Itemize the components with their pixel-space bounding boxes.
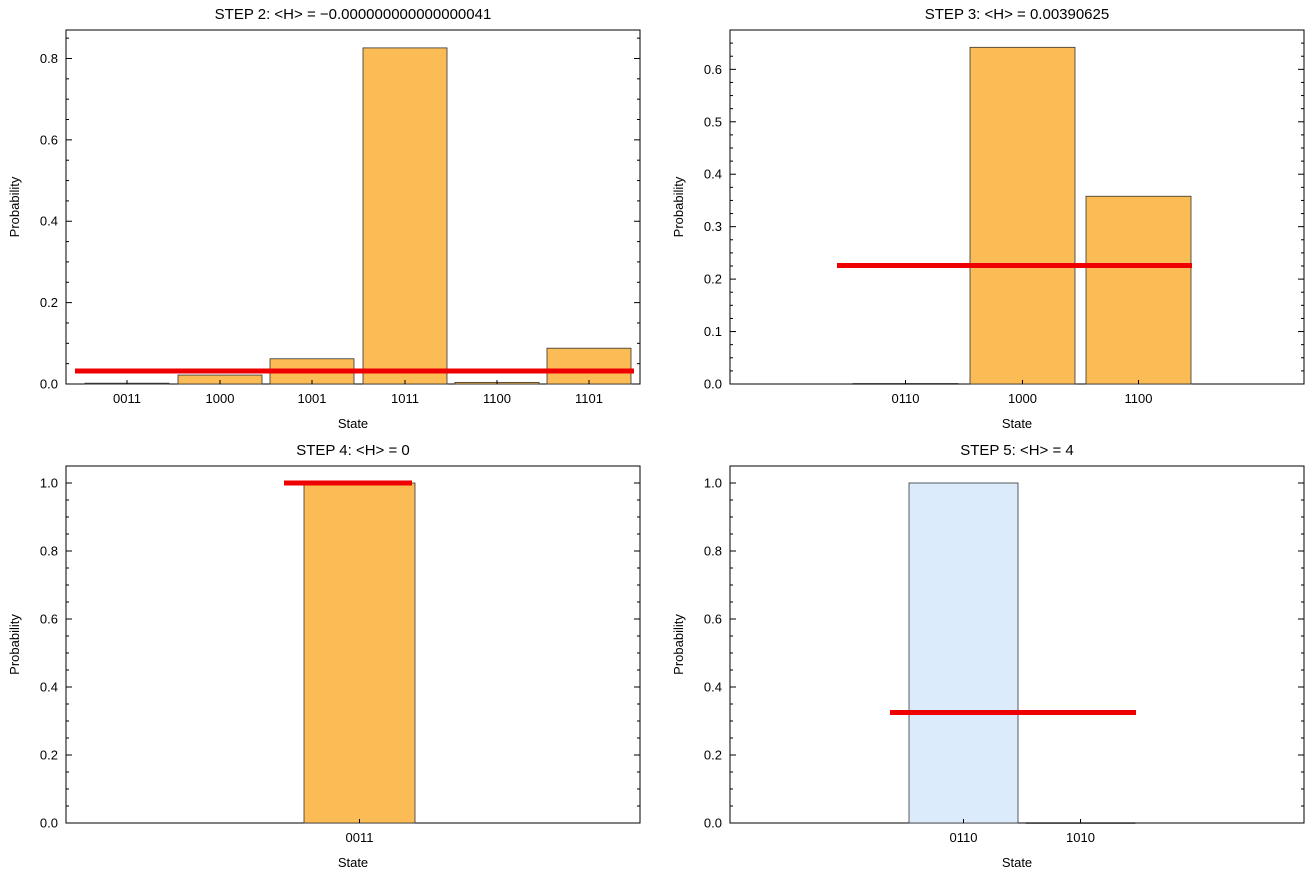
x-axis-label: State bbox=[338, 416, 368, 431]
x-tick-label: 1100 bbox=[1125, 391, 1153, 406]
x-tick-label: 0110 bbox=[950, 830, 978, 845]
y-axis-label: Probability bbox=[671, 614, 686, 675]
y-tick-label: 0.6 bbox=[40, 132, 58, 147]
y-tick-label: 0.4 bbox=[40, 680, 58, 695]
x-tick-label: 1101 bbox=[575, 391, 603, 406]
x-tick-label: 0011 bbox=[113, 391, 141, 406]
bar-1101 bbox=[546, 347, 632, 385]
y-axis-label: Probability bbox=[7, 176, 22, 237]
y-tick-label: 0.8 bbox=[704, 544, 722, 559]
chart-panel-3: 0.0 0.2 0.4 0.6 0.8 1.0 0011 STEP 4: <H> = 0 Sta… bbox=[7, 442, 641, 870]
y-tick-label: 0.0 bbox=[40, 816, 58, 831]
chart-panel-1: 0.0 0.2 0.4 0.6 0.8 0011 1000 1001 1011 1100 1101 S… bbox=[7, 6, 641, 431]
y-tick-label: 0.0 bbox=[704, 377, 722, 392]
y-tick-label: 0.3 bbox=[704, 219, 722, 234]
plot-frame bbox=[65, 29, 641, 385]
x-tick-label: 1000 bbox=[1008, 391, 1037, 406]
x-tick-label: 0110 bbox=[892, 391, 920, 406]
x-tick-label: 1011 bbox=[391, 391, 419, 406]
y-tick-label: 1.0 bbox=[704, 476, 722, 491]
y-tick-label: 0.2 bbox=[40, 295, 58, 310]
bar-1000 bbox=[969, 46, 1076, 385]
y-tick-label: 0.5 bbox=[704, 114, 722, 129]
y-tick-label: 0.4 bbox=[704, 680, 722, 695]
bar-1011 bbox=[362, 47, 448, 385]
chart-title: STEP 2: <H> = −0.000000000000000041 bbox=[215, 6, 492, 23]
y-tick-label: 0.4 bbox=[40, 214, 58, 229]
bar-0110 bbox=[908, 482, 1019, 824]
chart-panel-4: 0.0 0.2 0.4 0.6 0.8 1.0 0110 1010 STEP 5: <H> = … bbox=[671, 442, 1305, 870]
y-axis-label: Probability bbox=[671, 176, 686, 237]
y-tick-label: 0.2 bbox=[704, 748, 722, 763]
y-tick-label: 0.6 bbox=[704, 62, 722, 77]
y-tick-label: 0.4 bbox=[704, 167, 722, 182]
x-tick-label: 1001 bbox=[298, 391, 327, 406]
y-tick-label: 0.1 bbox=[704, 324, 722, 339]
bar-0011 bbox=[303, 482, 416, 824]
y-tick-label: 0.6 bbox=[40, 612, 58, 627]
y-tick-label: 0.2 bbox=[40, 748, 58, 763]
x-tick-label: 1010 bbox=[1066, 830, 1095, 845]
y-tick-label: 0.0 bbox=[704, 816, 722, 831]
x-axis-label: State bbox=[1002, 416, 1032, 431]
y-tick-label: 0.8 bbox=[40, 544, 58, 559]
y-tick-label: 0.2 bbox=[704, 272, 722, 287]
chart-title: STEP 5: <H> = 4 bbox=[960, 442, 1074, 459]
y-tick-label: 0.0 bbox=[40, 377, 58, 392]
x-tick-label: 1000 bbox=[206, 391, 235, 406]
bar-1100 bbox=[1085, 195, 1192, 385]
x-axis-label: State bbox=[1002, 855, 1032, 870]
x-tick-label: 1100 bbox=[483, 391, 511, 406]
y-axis-label: Probability bbox=[7, 614, 22, 675]
y-tick-label: 0.8 bbox=[40, 51, 58, 66]
x-axis-label: State bbox=[338, 855, 368, 870]
chart-title: STEP 3: <H> = 0.00390625 bbox=[925, 6, 1109, 23]
x-tick-label: 0011 bbox=[346, 830, 374, 845]
y-tick-label: 1.0 bbox=[40, 476, 58, 491]
y-tick-label: 0.6 bbox=[704, 612, 722, 627]
chart-title: STEP 4: <H> = 0 bbox=[296, 442, 410, 459]
chart-panel-2: 0.0 0.1 0.2 0.3 0.4 0.5 0.6 0110 1000 1100 STEP 3:… bbox=[671, 6, 1305, 431]
